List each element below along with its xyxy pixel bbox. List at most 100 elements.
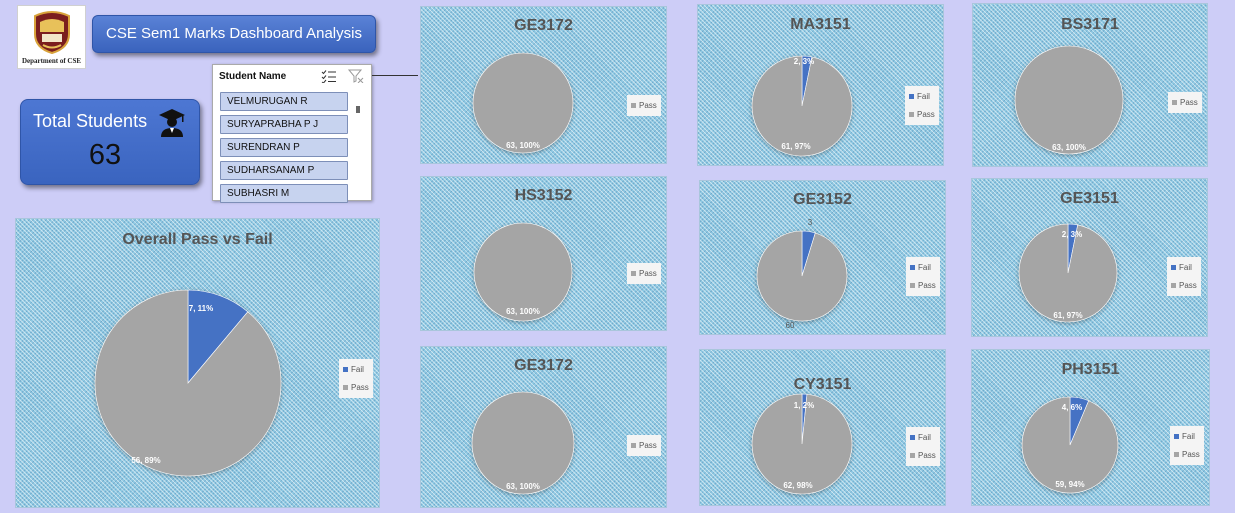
data-label: 1, 2% bbox=[794, 401, 814, 410]
college-emblem-icon bbox=[34, 11, 70, 54]
pie-chart-ph3151[interactable]: PH3151 4, 6% 59, 94% Fail Pass bbox=[971, 349, 1210, 506]
slicer-item[interactable]: VELMURUGAN R bbox=[220, 92, 348, 111]
chart-legend[interactable]: Fail Pass bbox=[905, 86, 939, 125]
data-label: 63, 100% bbox=[506, 307, 540, 316]
data-label: 56, 89% bbox=[131, 456, 160, 465]
legend-item-pass[interactable]: Pass bbox=[910, 277, 936, 295]
pie-chart-ge3152[interactable]: GE3152 3 60 Fail Pass bbox=[699, 180, 946, 335]
legend-item-pass[interactable]: Pass bbox=[631, 265, 657, 283]
pie-slice-pass[interactable] bbox=[473, 222, 573, 322]
legend-label: Pass bbox=[639, 441, 657, 450]
legend-swatch bbox=[631, 443, 636, 449]
chart-title: CY3151 bbox=[793, 376, 852, 393]
legend-swatch bbox=[1171, 265, 1176, 271]
chart-title: PH3151 bbox=[1061, 361, 1120, 378]
pie-plot: 63, 100% bbox=[472, 52, 574, 154]
legend-swatch bbox=[1171, 283, 1176, 289]
pie-chart-ma3151[interactable]: MA3151 2, 3% 61, 97% Fail Pass bbox=[697, 4, 944, 166]
pie-slice-pass[interactable] bbox=[472, 52, 574, 154]
legend-swatch bbox=[909, 112, 914, 118]
pie-chart-bs3171[interactable]: BS3171 63, 100% Pass bbox=[972, 3, 1208, 167]
slicer-item[interactable]: SUBHASRI M bbox=[220, 184, 348, 203]
student-name-slicer[interactable]: Student Name VELMURUGAN R SURYAPRABHA P … bbox=[212, 64, 372, 203]
data-label: 59, 94% bbox=[1055, 480, 1084, 489]
total-students-card: Total Students 63 bbox=[20, 99, 200, 185]
pie-slice-pass[interactable] bbox=[756, 230, 848, 322]
legend-item-fail[interactable]: Fail bbox=[343, 361, 369, 379]
pie-slice-pass[interactable] bbox=[751, 55, 853, 157]
clear-filter-icon[interactable] bbox=[348, 69, 364, 83]
legend-swatch bbox=[1172, 100, 1177, 106]
legend-item-pass[interactable]: Pass bbox=[631, 437, 657, 455]
chart-legend[interactable]: Fail Pass bbox=[906, 257, 940, 296]
pie-slice-pass[interactable] bbox=[1021, 396, 1119, 494]
pie-slice-pass[interactable] bbox=[471, 391, 575, 495]
legend-item-fail[interactable]: Fail bbox=[910, 429, 936, 447]
legend-label: Fail bbox=[918, 433, 931, 442]
chart-legend[interactable]: Fail Pass bbox=[339, 359, 373, 398]
data-label: 7, 11% bbox=[189, 304, 213, 313]
pie-chart-overall[interactable]: Overall Pass vs Fail 7, 11% 56, 89% Fail Pas… bbox=[15, 218, 380, 508]
chart-title: GE3151 bbox=[1060, 190, 1119, 207]
slicer-item[interactable]: SURYAPRABHA P J bbox=[220, 115, 348, 134]
pie-slice-pass[interactable] bbox=[751, 393, 853, 495]
legend-item-pass[interactable]: Pass bbox=[1174, 446, 1200, 464]
department-logo: Department of CSE bbox=[17, 5, 86, 69]
chart-legend[interactable]: Fail Pass bbox=[906, 427, 940, 466]
dashboard-title-button[interactable]: CSE Sem1 Marks Dashboard Analysis bbox=[92, 15, 376, 53]
chart-legend[interactable]: Pass bbox=[627, 263, 661, 284]
slicer-item[interactable]: SURENDRAN P bbox=[220, 138, 348, 157]
slicer-item[interactable]: SUDHARSANAM P bbox=[220, 161, 348, 180]
pie-chart-ge3151[interactable]: GE3151 2, 3% 61, 97% Fail Pass bbox=[971, 178, 1208, 337]
legend-item-fail[interactable]: Fail bbox=[1171, 259, 1197, 277]
legend-label: Pass bbox=[917, 110, 935, 119]
slicer-title: Student Name bbox=[219, 71, 287, 82]
chart-legend[interactable]: Fail Pass bbox=[1167, 257, 1201, 296]
legend-item-pass[interactable]: Pass bbox=[909, 106, 935, 124]
pie-plot: 4, 6% 59, 94% bbox=[1021, 396, 1119, 494]
legend-label: Fail bbox=[351, 365, 364, 374]
pie-plot: 1, 2% 62, 98% bbox=[751, 393, 853, 495]
slicer-scrollbar[interactable] bbox=[356, 106, 360, 113]
data-label: 2, 3% bbox=[1062, 230, 1082, 239]
logo-caption: Department of CSE bbox=[21, 57, 82, 65]
legend-item-pass[interactable]: Pass bbox=[631, 97, 657, 115]
legend-swatch bbox=[1174, 452, 1179, 458]
chart-legend[interactable]: Pass bbox=[627, 435, 661, 456]
legend-item-pass[interactable]: Pass bbox=[1171, 277, 1197, 295]
legend-item-pass[interactable]: Pass bbox=[1172, 94, 1198, 112]
legend-swatch bbox=[910, 283, 915, 289]
pie-slice-pass[interactable] bbox=[94, 289, 282, 477]
pie-slice-pass[interactable] bbox=[1014, 45, 1124, 155]
legend-swatch bbox=[909, 94, 914, 100]
pie-plot: 63, 100% bbox=[473, 222, 573, 322]
legend-label: Pass bbox=[1182, 450, 1200, 459]
legend-item-pass[interactable]: Pass bbox=[343, 379, 369, 397]
chart-title: GE3172 bbox=[514, 17, 573, 34]
data-label: 2, 3% bbox=[794, 57, 814, 66]
pie-chart-ge3172-b[interactable]: GE3172 63, 100% Pass bbox=[420, 346, 667, 508]
legend-swatch bbox=[910, 435, 915, 441]
data-label: 63, 100% bbox=[506, 482, 540, 491]
slicer-item-list: VELMURUGAN R SURYAPRABHA P J SURENDRAN P… bbox=[220, 92, 348, 207]
pie-chart-ge3172-a[interactable]: GE3172 63, 100% Pass bbox=[420, 6, 667, 164]
pie-slice-fail[interactable] bbox=[187, 289, 249, 384]
chart-legend[interactable]: Fail Pass bbox=[1170, 426, 1204, 465]
legend-label: Fail bbox=[918, 263, 931, 272]
legend-item-pass[interactable]: Pass bbox=[910, 447, 936, 465]
legend-item-fail[interactable]: Fail bbox=[1174, 428, 1200, 446]
chart-title: HS3152 bbox=[514, 187, 573, 204]
chart-legend[interactable]: Pass bbox=[627, 95, 661, 116]
pie-plot: 7, 11% 56, 89% bbox=[94, 289, 282, 477]
pie-chart-hs3152[interactable]: HS3152 63, 100% Pass bbox=[420, 176, 667, 331]
multi-select-icon[interactable] bbox=[321, 69, 337, 83]
legend-swatch bbox=[1174, 434, 1179, 440]
legend-item-fail[interactable]: Fail bbox=[910, 259, 936, 277]
pie-chart-cy3151[interactable]: CY3151 1, 2% 62, 98% Fail Pass bbox=[699, 349, 946, 506]
chart-legend[interactable]: Pass bbox=[1168, 92, 1202, 113]
legend-label: Fail bbox=[1182, 432, 1195, 441]
pie-slice-pass[interactable] bbox=[1018, 223, 1118, 323]
chart-title: GE3172 bbox=[514, 357, 573, 374]
legend-item-fail[interactable]: Fail bbox=[909, 88, 935, 106]
pie-plot: 2, 3% 61, 97% bbox=[1018, 223, 1118, 323]
